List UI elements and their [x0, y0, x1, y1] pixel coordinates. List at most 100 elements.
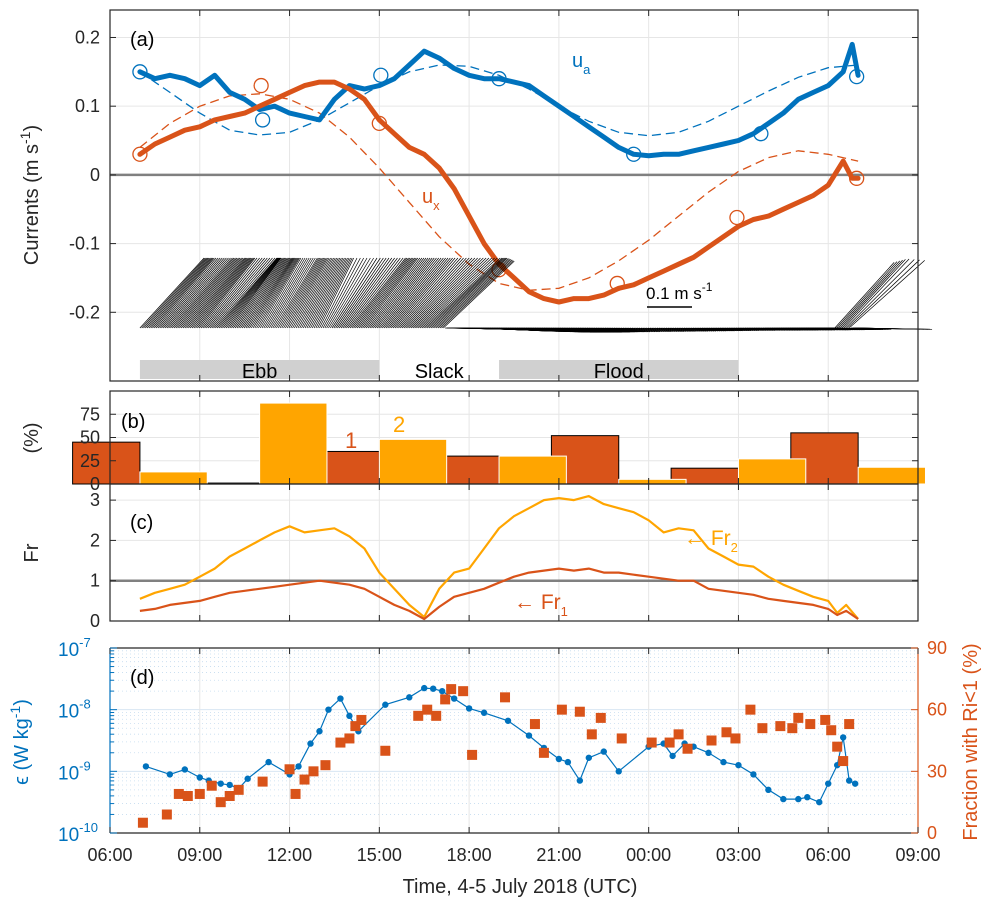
vector-stick: [315, 257, 351, 329]
bar-2: [737, 458, 807, 485]
bar-2: [378, 438, 448, 485]
epsilon-point: [265, 758, 272, 766]
vector-stick: [700, 327, 717, 332]
phase-label-flood: Flood: [594, 361, 644, 383]
epsilon-point: [450, 695, 458, 702]
vector-stick: [215, 257, 278, 329]
fraction-point: [308, 766, 319, 777]
vector-stick: [346, 257, 401, 329]
y-tick-label: 2: [90, 530, 100, 550]
fraction-point: [257, 776, 268, 787]
vector-stick: [640, 327, 654, 333]
epsilon-point: [217, 780, 224, 787]
vector-stick: [294, 257, 333, 329]
vector-stick: [175, 257, 238, 329]
vector-stick: [164, 257, 227, 329]
vector-stick: [233, 257, 284, 329]
vector-stick: [145, 257, 209, 329]
vector-stick: [662, 327, 676, 332]
vector-stick: [642, 327, 656, 333]
ux-marker: [849, 170, 865, 186]
vector-stick: [439, 259, 513, 329]
y-tick-label-left: 10-10: [58, 820, 98, 846]
fraction-point: [422, 704, 433, 715]
panel-d-dissipation: 10-7 10-8 10-9 10-10 90 60 30 0 (d) ϵ (W kg-1) Fra…: [7, 635, 982, 846]
x-tick-label: 09:00: [177, 845, 222, 865]
fraction-point: [413, 710, 424, 721]
vector-stick: [409, 257, 478, 329]
vector-stick: [664, 327, 678, 332]
x-tick-label: 18:00: [447, 845, 492, 865]
y-tick-label-left: 10-9: [58, 758, 91, 784]
vector-stick: [198, 257, 256, 329]
vector-stick: [308, 257, 345, 329]
vector-stick: [694, 327, 710, 332]
vector-stick: [833, 327, 892, 330]
vector-stick: [254, 257, 298, 329]
ux-marker: [371, 115, 387, 132]
epsilon-point: [720, 758, 727, 766]
vector-stick: [387, 257, 446, 329]
vector-stick: [687, 327, 702, 332]
y-tick-label: 75: [80, 404, 100, 424]
vector-stick: [417, 257, 493, 329]
vector-stick: [204, 257, 263, 329]
fraction-point: [467, 749, 478, 760]
fraction-point: [224, 791, 235, 801]
vector-stick: [285, 257, 326, 329]
vector-stick: [656, 327, 670, 332]
fraction-point: [350, 721, 361, 732]
vector-stick: [317, 257, 353, 329]
y-tick-label-left: 10-8: [58, 697, 91, 723]
vector-stick: [841, 259, 906, 329]
vector-stick: [211, 257, 273, 329]
vector-stick: [669, 327, 683, 332]
y-tick-label-right: 90: [927, 638, 947, 658]
x-tick-label: 03:00: [716, 845, 761, 865]
fraction-point: [844, 719, 855, 730]
vector-stick: [188, 257, 248, 329]
epsilon-point: [337, 695, 344, 702]
vector-scale-label: 0.1 m s-1: [646, 280, 713, 303]
vector-stick: [292, 257, 331, 329]
epsilon-point: [465, 705, 473, 712]
fraction-point: [664, 737, 675, 748]
vector-stick: [250, 257, 296, 329]
vector-stick: [179, 257, 241, 329]
vector-stick: [310, 257, 347, 329]
epsilon-point: [705, 749, 712, 757]
vector-stick: [858, 327, 921, 330]
shared-time-axis: 06:00 09:00 12:00 15:00 18:00 21:00 00:00 03:00…: [87, 845, 940, 865]
vector-stick: [295, 257, 334, 329]
vector-stick: [313, 257, 350, 329]
vector-stick: [848, 260, 925, 329]
epsilon-point: [316, 728, 323, 735]
vector-stick: [674, 327, 688, 332]
epsilon-point: [142, 763, 150, 770]
vector-stick: [680, 327, 694, 332]
vector-stick: [283, 257, 325, 329]
vector-stick: [416, 257, 490, 329]
vector-stick: [356, 257, 412, 329]
fraction-point: [673, 729, 684, 740]
fraction-point: [793, 712, 804, 723]
vector-stick: [231, 257, 283, 329]
vector-stick: [676, 327, 690, 332]
series-fit-line: [139, 64, 859, 137]
epsilon-point: [804, 794, 811, 801]
series-fit-line: [139, 93, 859, 291]
ua-marker: [753, 126, 769, 142]
vector-stick: [324, 257, 364, 329]
vector-stick: [836, 261, 898, 329]
fraction-point: [838, 756, 849, 767]
vector-stick: [671, 327, 685, 332]
vector-stick: [412, 257, 484, 329]
x-tick-label: 00:00: [626, 845, 671, 865]
fraction-point: [161, 809, 172, 820]
y-tick-label-left: 10-7: [58, 635, 91, 661]
axes-frame: [109, 9, 919, 382]
vector-stick: [207, 257, 268, 329]
fraction-point: [431, 710, 442, 721]
bar-2: [139, 471, 208, 485]
vector-stick: [353, 257, 409, 329]
